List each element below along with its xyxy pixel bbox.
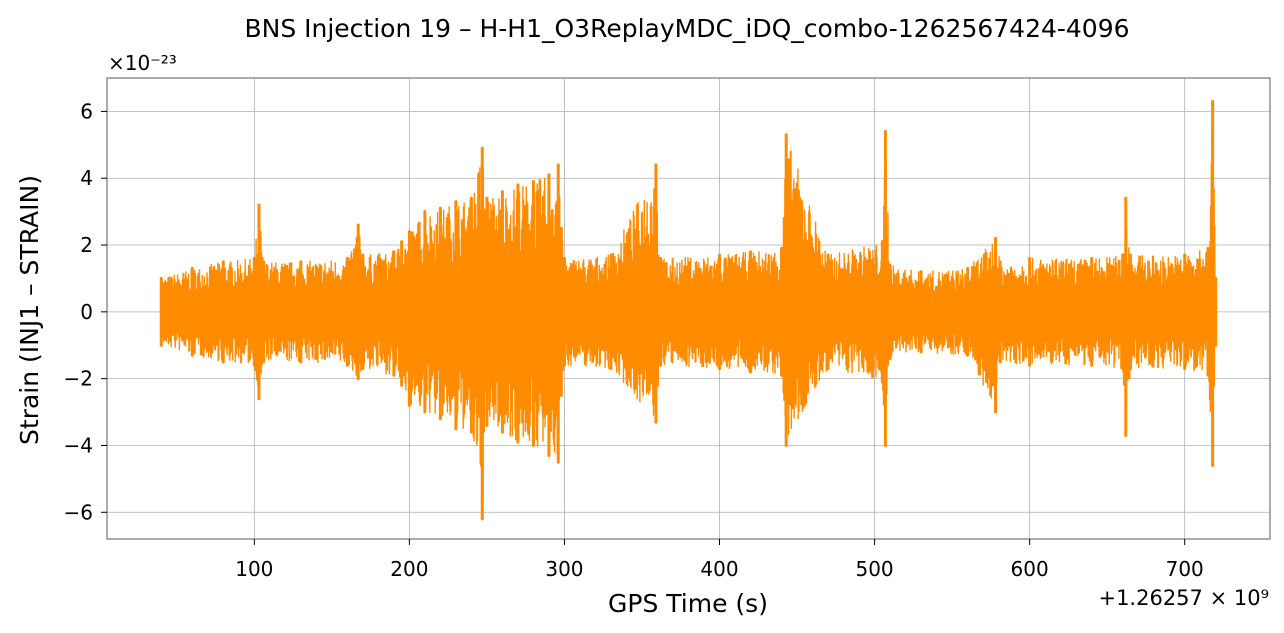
y-tick-label: 0 [80,300,93,324]
chart-title: BNS Injection 19 – H-H1_O3ReplayMDC_iDQ_… [244,14,1129,43]
x-tick-label: 500 [855,557,893,581]
x-tick-label: 700 [1166,557,1204,581]
y-axis-label: Strain (INJ1 – STRAIN) [15,175,44,445]
plot-frame [106,77,1271,540]
y-tick-label: 6 [80,99,93,123]
x-tick-label: 600 [1011,557,1049,581]
x-axis-label: GPS Time (s) [608,589,768,618]
y-axis: −6 −4 −2 0 2 4 6 [64,99,107,524]
y-tick-label: −4 [64,433,93,457]
y-tick-label: −2 [64,367,93,391]
x-tick-label: 400 [700,557,738,581]
x-tick-label: 100 [235,557,273,581]
series-group [159,99,1218,521]
x-tick-label: 300 [545,557,583,581]
x-offset-label: +1.26257 × 10⁹ [1098,586,1269,610]
y-tick-label: 4 [80,166,93,190]
x-tick-label: 200 [390,557,428,581]
y-scale-label: ×10⁻²³ [108,51,177,75]
strain-series-line [160,132,1217,515]
y-tick-label: −6 [64,500,93,524]
y-tick-label: 2 [80,233,93,257]
x-axis: 100 200 300 400 500 600 700 [235,539,1204,581]
